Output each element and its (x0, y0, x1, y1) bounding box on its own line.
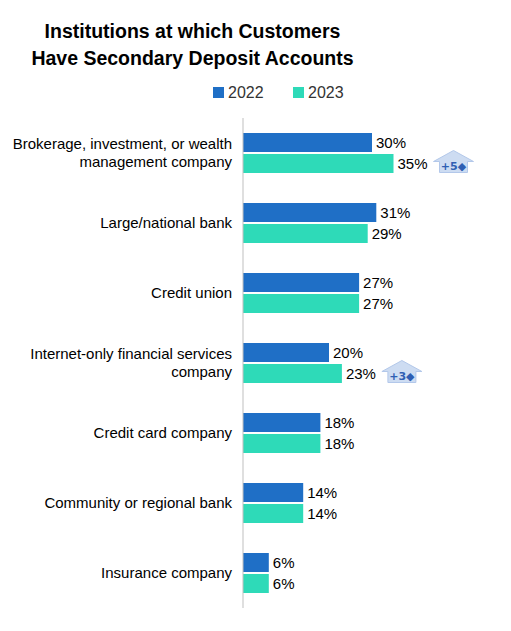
bar (243, 203, 376, 222)
annotation-arrow (382, 361, 422, 383)
data-label: 14% (307, 505, 337, 522)
data-label: 18% (324, 414, 354, 431)
bar (243, 413, 320, 432)
bar (243, 273, 359, 292)
category-label: Credit union (151, 284, 232, 302)
annotation: +5◆ (434, 151, 474, 173)
bar (243, 154, 394, 173)
data-label: 18% (324, 435, 354, 452)
legend: 2022 2023 (213, 84, 344, 101)
data-label: 27% (363, 295, 393, 312)
category-label: Insurance company (101, 564, 232, 582)
data-label: 6% (273, 554, 295, 571)
category-label: Internet-only financial services company (8, 345, 232, 381)
category-label-box: Brokerage, investment, or wealth managem… (8, 118, 232, 188)
annotation-text: +5◆ (441, 160, 467, 173)
annotation-text: +3◆ (389, 370, 415, 383)
data-label: 6% (273, 575, 295, 592)
data-label: 20% (333, 344, 363, 361)
legend-swatch (293, 87, 304, 98)
bars (243, 133, 394, 593)
data-label: 23% (346, 365, 376, 382)
data-label: 31% (380, 204, 410, 221)
legend-label: 2022 (228, 84, 264, 101)
data-label: 27% (363, 274, 393, 291)
category-label-box: Insurance company (8, 538, 232, 608)
legend-swatch (213, 87, 224, 98)
data-label: 14% (307, 484, 337, 501)
bar (243, 294, 359, 313)
category-label-box: Internet-only financial services company (8, 328, 232, 398)
bar (243, 364, 342, 383)
chart-title: Institutions at which Customers Have Sec… (20, 18, 365, 72)
data-label: 29% (372, 225, 402, 242)
category-label-box: Credit card company (8, 398, 232, 468)
bar (243, 483, 303, 502)
annotation-arrow (434, 151, 474, 173)
category-label-box: Community or regional bank (8, 468, 232, 538)
category-label: Large/national bank (100, 214, 232, 232)
data-label: 30% (376, 134, 406, 151)
bar (243, 553, 269, 572)
category-label-box: Large/national bank (8, 188, 232, 258)
data-labels: 30% 31% 27% 20% 18% 14% 6% 35% 29% 27% 23% 18% 14% 6% (273, 134, 428, 592)
bar (243, 343, 329, 362)
annotation: +3◆ (382, 361, 422, 383)
category-label: Community or regional bank (44, 494, 232, 512)
bar (243, 504, 303, 523)
bar (243, 574, 269, 593)
category-label: Credit card company (94, 424, 232, 442)
bar (243, 224, 368, 243)
bar (243, 133, 372, 152)
category-label: Brokerage, investment, or wealth managem… (8, 135, 232, 171)
legend-label: 2023 (308, 84, 344, 101)
bar (243, 434, 320, 453)
category-label-box: Credit union (8, 258, 232, 328)
chart-svg: 2022 2023 30% 31% 27% 20% 18% 14% 6% 35% 29% 27% 23%… (0, 0, 511, 631)
data-label: 35% (398, 155, 428, 172)
category-axis (243, 118, 244, 608)
